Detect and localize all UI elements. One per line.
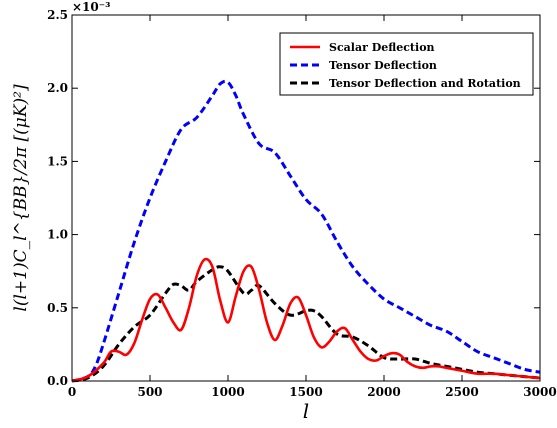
ticks-layer: 0 500 1000 1500 2000 2500 3000 0.0 0.5 1.0 1.5 2.0 2… [47, 8, 557, 399]
legend-entry-label: Scalar Deflection [329, 41, 435, 54]
y-tick-label: 2.0 [47, 81, 68, 95]
y-tick-label: 0.0 [47, 374, 68, 388]
x-tick-label: 2500 [445, 385, 478, 399]
y-tick-label: 1.5 [47, 154, 68, 168]
y-axis-label: l(l+1)C_l^{BB}/2π [(μK)²] [11, 84, 31, 312]
x-tick-label: 2000 [367, 385, 400, 399]
series-line-tensor-deflection [71, 79, 541, 383]
legend-entry-label: Tensor Deflection [329, 59, 437, 72]
legend-box [279, 32, 534, 96]
y-tick-label: 2.5 [47, 8, 68, 22]
y-tick-label: 0.5 [47, 301, 68, 315]
x-axis-label: l [303, 399, 309, 423]
legend-entry-label: Tensor Deflection and Rotation [329, 77, 521, 90]
x-tick-label: 0 [68, 385, 76, 399]
x-tick-label: 3000 [523, 385, 556, 399]
y-scale-exponent: ×10⁻³ [72, 0, 110, 14]
series-layer [71, 79, 541, 383]
y-tick-label: 1.0 [47, 228, 68, 242]
legend: Scalar Deflection Tensor Deflection Tensor… [279, 32, 534, 96]
x-tick-label: 1500 [289, 385, 322, 399]
series-line-tensor-deflection-and-rotation [71, 265, 541, 383]
series-line-scalar-deflection [71, 257, 541, 383]
x-tick-label: 500 [137, 385, 162, 399]
x-tick-label: 1000 [211, 385, 244, 399]
